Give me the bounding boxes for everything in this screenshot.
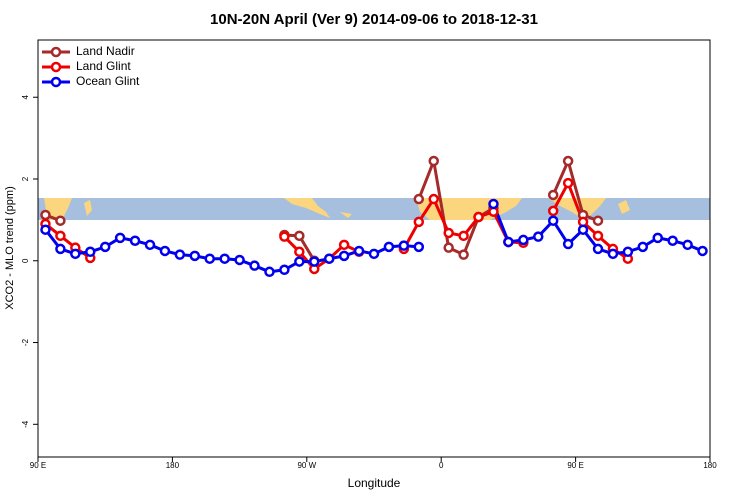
y-tick-label: 4 bbox=[21, 94, 30, 99]
series-marker bbox=[413, 193, 425, 205]
series-marker bbox=[443, 242, 454, 253]
series-marker bbox=[607, 248, 619, 260]
series-marker bbox=[547, 189, 559, 201]
series-marker bbox=[622, 246, 634, 258]
series-marker bbox=[652, 232, 663, 244]
series-marker bbox=[592, 243, 604, 255]
series-marker bbox=[562, 177, 574, 189]
series-marker bbox=[398, 240, 410, 251]
series-marker bbox=[234, 254, 245, 266]
x-tick-label: 180 bbox=[166, 461, 180, 470]
series-marker bbox=[219, 253, 230, 264]
series-marker bbox=[55, 215, 66, 226]
series-marker bbox=[443, 227, 454, 239]
series-marker bbox=[144, 239, 156, 251]
series-marker bbox=[428, 193, 439, 205]
series-marker bbox=[40, 209, 51, 221]
series-marker bbox=[667, 235, 678, 246]
plot-frame bbox=[37, 39, 711, 458]
series-marker bbox=[428, 155, 439, 167]
series-marker bbox=[473, 211, 484, 223]
map-strip bbox=[38, 198, 710, 220]
series-marker bbox=[533, 231, 544, 242]
series-marker bbox=[55, 243, 66, 255]
series-marker bbox=[547, 205, 559, 217]
series-marker bbox=[547, 215, 559, 226]
y-tick-label: 0 bbox=[21, 258, 30, 263]
series-marker bbox=[249, 260, 260, 271]
series-marker bbox=[309, 256, 320, 267]
series-marker bbox=[488, 198, 499, 210]
chart-title: 10N-20N April (Ver 9) 2014-09-06 to 2018… bbox=[210, 11, 538, 28]
series-marker bbox=[40, 224, 51, 235]
series-marker bbox=[368, 248, 380, 260]
y-axis-label: XCO2 - MLO trend (ppm) bbox=[4, 186, 16, 309]
y-tick-label: 2 bbox=[21, 176, 30, 181]
series-marker bbox=[592, 215, 604, 226]
series-marker bbox=[637, 241, 649, 253]
x-tick-label: 90 E bbox=[567, 461, 583, 470]
x-tick-label: 180 bbox=[703, 461, 717, 470]
series-marker bbox=[338, 250, 350, 262]
series-marker bbox=[129, 235, 141, 246]
series-marker bbox=[294, 246, 305, 258]
series-marker bbox=[383, 241, 395, 253]
series-marker bbox=[294, 230, 305, 242]
series-marker bbox=[114, 232, 126, 244]
x-tick-label: 0 bbox=[439, 461, 444, 470]
series-marker bbox=[204, 253, 215, 264]
series-marker bbox=[682, 239, 693, 251]
x-axis-label: Longitude bbox=[348, 476, 401, 490]
series-marker bbox=[159, 245, 171, 257]
series-line bbox=[44, 179, 629, 271]
series-marker bbox=[338, 239, 350, 251]
series-marker bbox=[323, 253, 335, 264]
series-marker bbox=[99, 241, 111, 253]
series-marker bbox=[294, 256, 305, 267]
series-marker bbox=[55, 230, 66, 242]
y-tick-label: -2 bbox=[21, 338, 30, 346]
series-marker bbox=[353, 245, 365, 257]
series-marker bbox=[70, 248, 81, 260]
series-marker bbox=[279, 264, 290, 276]
series-marker bbox=[413, 216, 425, 228]
legend-label: Land Nadir bbox=[76, 44, 135, 58]
legend-marker bbox=[50, 61, 62, 73]
series-marker bbox=[458, 249, 469, 260]
series-marker bbox=[264, 266, 275, 278]
legend-marker bbox=[50, 46, 62, 58]
series-marker bbox=[562, 155, 574, 167]
legend-label: Ocean Glint bbox=[76, 74, 140, 88]
series-marker bbox=[577, 224, 589, 235]
series-marker bbox=[592, 230, 604, 242]
series-marker bbox=[458, 230, 469, 242]
legend-marker bbox=[50, 76, 62, 88]
series-marker bbox=[697, 245, 708, 257]
series-marker bbox=[189, 250, 201, 262]
x-tick-label: 90 W bbox=[297, 461, 316, 470]
legend-label: Land Glint bbox=[76, 59, 131, 73]
x-tick-label: 90 E bbox=[30, 461, 46, 470]
series-marker bbox=[413, 241, 425, 253]
y-tick-label: -4 bbox=[21, 420, 30, 428]
series-marker bbox=[503, 236, 514, 248]
series-marker bbox=[85, 246, 96, 258]
series-marker bbox=[279, 231, 290, 242]
series-marker bbox=[562, 238, 574, 250]
series-marker bbox=[518, 234, 529, 246]
series-marker bbox=[174, 249, 186, 260]
